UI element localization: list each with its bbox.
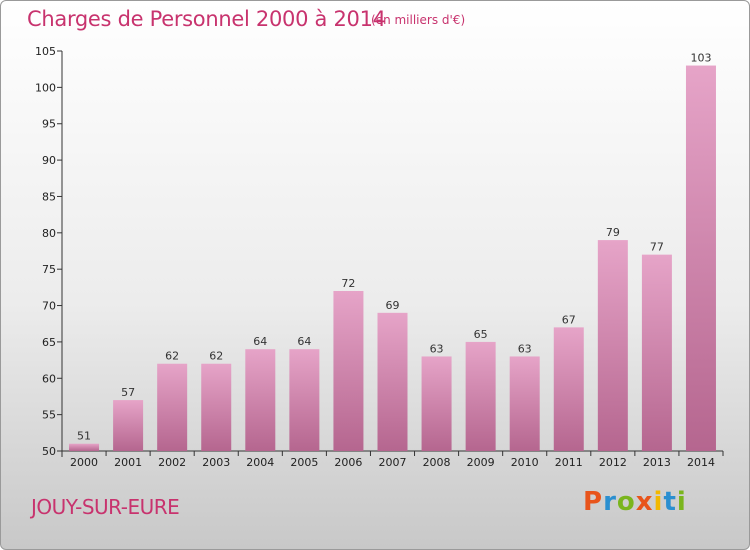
- data-label: 64: [297, 335, 311, 348]
- y-tick-label: 100: [35, 81, 56, 94]
- y-tick-label: 65: [42, 336, 56, 349]
- x-tick-label: 2007: [379, 456, 407, 469]
- bar: [201, 363, 232, 451]
- data-label: 57: [121, 386, 135, 399]
- bar: [685, 65, 716, 451]
- x-tick-label: 2008: [423, 456, 451, 469]
- bar: [553, 327, 584, 451]
- data-label: 77: [650, 241, 664, 254]
- data-label: 62: [165, 350, 179, 363]
- bar: [245, 349, 276, 451]
- x-tick-label: 2011: [555, 456, 583, 469]
- chart-subtitle: (en milliers d'€): [371, 13, 466, 27]
- x-tick-label: 2012: [599, 456, 627, 469]
- proxiti-logo: Proxiti: [583, 487, 687, 517]
- data-label: 63: [430, 342, 444, 355]
- y-tick-label: 60: [42, 372, 56, 385]
- x-tick-label: 2006: [334, 456, 362, 469]
- x-tick-label: 2001: [114, 456, 142, 469]
- y-tick-label: 50: [42, 445, 56, 458]
- data-label: 103: [690, 52, 711, 65]
- data-label: 51: [77, 430, 91, 443]
- bar: [641, 254, 672, 451]
- data-label: 62: [209, 350, 223, 363]
- y-tick-label: 105: [35, 45, 56, 58]
- city-name: JOUY-SUR-EURE: [31, 495, 180, 519]
- data-label: 65: [474, 328, 488, 341]
- bar: [597, 240, 628, 451]
- x-tick-label: 2013: [643, 456, 671, 469]
- y-tick-label: 70: [42, 300, 56, 313]
- bar: [333, 291, 364, 451]
- data-label: 79: [606, 226, 620, 239]
- bar: [509, 356, 540, 451]
- data-label: 63: [518, 342, 532, 355]
- data-label: 69: [386, 299, 400, 312]
- x-tick-label: 2004: [246, 456, 274, 469]
- bar: [377, 312, 408, 451]
- y-tick-label: 80: [42, 227, 56, 240]
- bar: [465, 341, 496, 451]
- y-tick-label: 90: [42, 154, 56, 167]
- x-tick-label: 2000: [70, 456, 98, 469]
- x-tick-label: 2002: [158, 456, 186, 469]
- x-tick-label: 2003: [202, 456, 230, 469]
- bar: [289, 349, 320, 451]
- y-tick-label: 75: [42, 263, 56, 276]
- x-tick-label: 2010: [511, 456, 539, 469]
- y-tick-label: 95: [42, 118, 56, 131]
- x-tick-label: 2009: [467, 456, 495, 469]
- data-label: 72: [341, 277, 355, 290]
- chart-title: Charges de Personnel 2000 à 2014: [27, 7, 386, 31]
- y-tick-label: 85: [42, 190, 56, 203]
- x-tick-label: 2005: [290, 456, 318, 469]
- y-tick-label: 55: [42, 409, 56, 422]
- x-tick-label: 2014: [687, 456, 715, 469]
- data-label: 64: [253, 335, 267, 348]
- bar: [157, 363, 188, 451]
- bar: [113, 400, 144, 451]
- bar: [421, 356, 452, 451]
- data-label: 67: [562, 313, 576, 326]
- bar: [69, 443, 100, 451]
